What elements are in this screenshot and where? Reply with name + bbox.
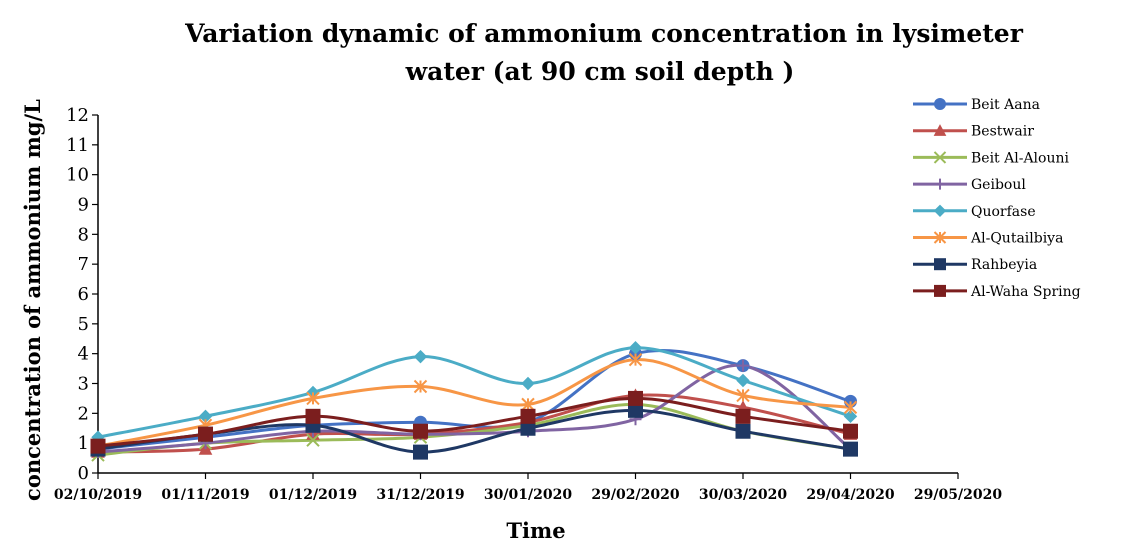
legend-label: Bestwair	[971, 124, 1034, 140]
series-lines	[97, 346, 852, 457]
series-line	[97, 393, 851, 454]
x-tick-label: 01/12/2019	[269, 487, 357, 503]
legend-label: Rahbeyia	[971, 257, 1037, 273]
y-tick-label: 2	[78, 403, 89, 424]
data-point	[90, 438, 106, 454]
data-point	[198, 426, 213, 442]
legend-marker	[933, 124, 947, 136]
chart-title-line-2: water (at 90 cm soil depth )	[405, 57, 795, 86]
x-tick-label: 29/05/2020	[914, 487, 1002, 503]
legend-label: Quorfase	[971, 204, 1036, 220]
chart-title: Variation dynamic of ammonium concentrat…	[184, 19, 1024, 86]
legend-label: Beit Aana	[971, 97, 1040, 113]
y-tick-label: 5	[78, 314, 89, 335]
data-point	[413, 444, 428, 460]
series-line	[97, 396, 851, 448]
data-point	[413, 423, 428, 439]
y-tick-label: 4	[78, 344, 89, 365]
x-axis: 02/10/2019 01/11/2019 01/12/2019 31/12/2019…	[54, 472, 1002, 503]
x-tick-label: 29/02/2020	[591, 487, 679, 503]
x-axis-title: Time	[506, 518, 565, 543]
legend-marker	[934, 258, 946, 271]
legend-label: Al-Waha Spring	[970, 284, 1081, 300]
data-point	[843, 423, 858, 439]
data-point	[521, 376, 535, 391]
data-point	[628, 390, 643, 406]
x-tick-label: 30/01/2020	[484, 487, 572, 503]
chart-title-line-1: Variation dynamic of ammonium concentrat…	[184, 19, 1024, 48]
legend-marker	[933, 204, 947, 218]
data-point	[306, 433, 320, 447]
legend-marker	[933, 151, 947, 164]
y-tick-label: 10	[66, 165, 89, 186]
x-tick-label: 01/11/2019	[161, 487, 249, 503]
y-tick-label: 9	[78, 195, 89, 216]
legend-marker	[934, 178, 946, 190]
y-tick-label: 12	[66, 105, 89, 126]
x-tick-label: 30/03/2020	[699, 487, 787, 503]
y-tick-label: 1	[78, 433, 89, 454]
data-point	[735, 423, 751, 439]
data-point	[305, 408, 321, 424]
legend-marker	[933, 231, 947, 244]
legend-label: Geiboul	[971, 177, 1026, 193]
x-tick-label: 29/04/2020	[806, 487, 894, 503]
y-tick-label: 8	[78, 224, 89, 245]
x-tick-label: 31/12/2019	[376, 487, 464, 503]
y-tick-label: 3	[78, 374, 89, 395]
y-tick-label: 11	[66, 135, 89, 156]
legend: Beit Aana Bestwair Beit Al-Alouni Geiboul Qu…	[913, 97, 1081, 300]
y-tick-label: 7	[78, 254, 89, 275]
legend-label: Al-Qutailbiya	[970, 231, 1063, 247]
data-point	[628, 352, 643, 367]
legend-label: Beit Al-Alouni	[971, 150, 1069, 166]
data-point	[521, 397, 535, 412]
data-point	[843, 441, 858, 457]
data-point	[520, 408, 536, 424]
data-point	[736, 388, 750, 403]
series-line	[97, 348, 851, 451]
data-point	[413, 349, 428, 364]
y-tick-label: 0	[78, 463, 89, 484]
data-point	[843, 409, 858, 424]
data-point	[413, 379, 428, 394]
series-line	[97, 358, 851, 448]
data-point	[737, 359, 749, 372]
legend-marker	[934, 284, 946, 297]
x-tick-label: 02/10/2019	[54, 487, 142, 503]
data-point	[735, 408, 751, 424]
y-tick-label: 6	[78, 284, 89, 305]
y-axis-title: concentration of ammonium mg/L	[20, 99, 45, 501]
series-markers	[90, 340, 858, 462]
legend-marker	[934, 98, 946, 110]
data-point	[736, 373, 750, 388]
series-line	[97, 346, 851, 439]
data-point	[306, 391, 320, 406]
data-point	[843, 400, 858, 415]
